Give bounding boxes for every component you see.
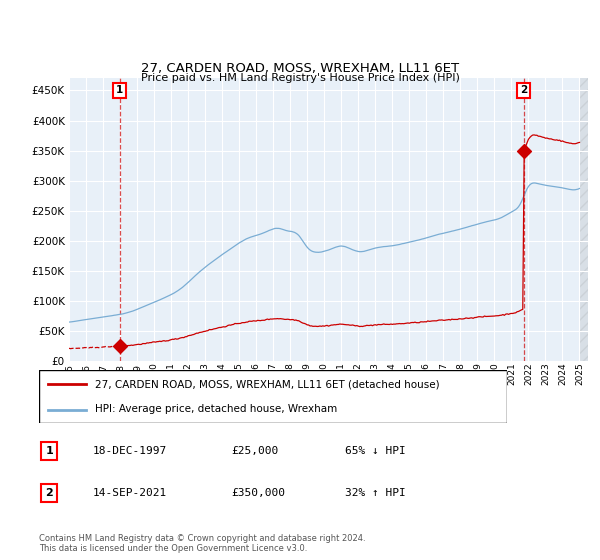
- Bar: [580, 78, 588, 361]
- Text: 1: 1: [116, 86, 123, 95]
- Text: 14-SEP-2021: 14-SEP-2021: [93, 488, 167, 498]
- Text: 1: 1: [46, 446, 53, 456]
- Point: [519, 146, 529, 155]
- Text: 32% ↑ HPI: 32% ↑ HPI: [345, 488, 406, 498]
- Text: £25,000: £25,000: [231, 446, 278, 456]
- Text: Price paid vs. HM Land Registry's House Price Index (HPI): Price paid vs. HM Land Registry's House …: [140, 73, 460, 83]
- Text: 27, CARDEN ROAD, MOSS, WREXHAM, LL11 6ET (detached house): 27, CARDEN ROAD, MOSS, WREXHAM, LL11 6ET…: [95, 380, 440, 390]
- Point: [115, 342, 124, 351]
- Text: 2: 2: [46, 488, 53, 498]
- Text: 65% ↓ HPI: 65% ↓ HPI: [345, 446, 406, 456]
- Text: 27, CARDEN ROAD, MOSS, WREXHAM, LL11 6ET: 27, CARDEN ROAD, MOSS, WREXHAM, LL11 6ET: [141, 62, 459, 76]
- Text: 2: 2: [520, 86, 527, 95]
- Text: Contains HM Land Registry data © Crown copyright and database right 2024.
This d: Contains HM Land Registry data © Crown c…: [39, 534, 365, 553]
- Text: £350,000: £350,000: [231, 488, 285, 498]
- Text: HPI: Average price, detached house, Wrexham: HPI: Average price, detached house, Wrex…: [95, 404, 337, 414]
- Text: 18-DEC-1997: 18-DEC-1997: [93, 446, 167, 456]
